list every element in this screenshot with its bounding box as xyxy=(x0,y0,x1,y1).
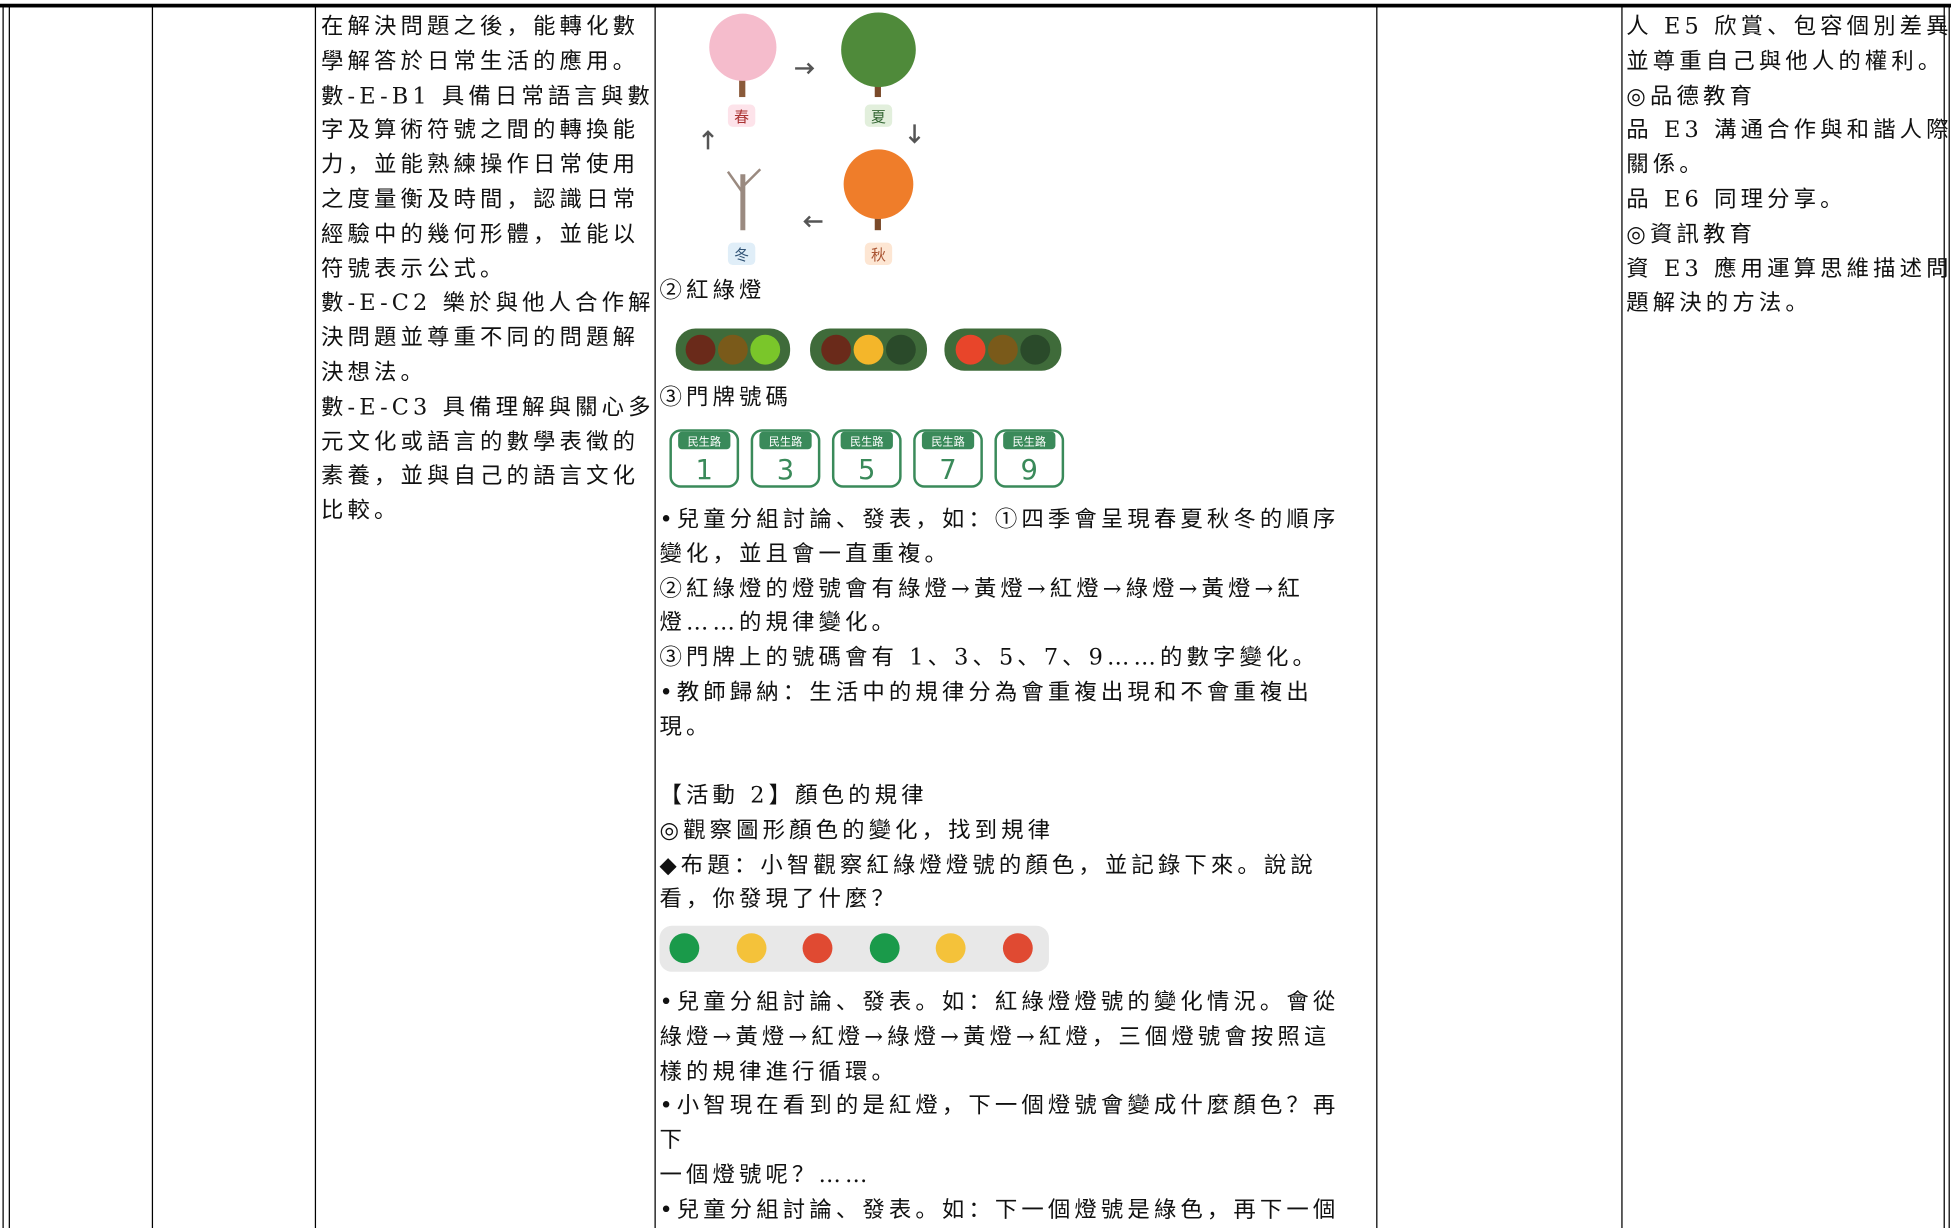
text-line: 符號表示公式。 xyxy=(321,255,507,282)
text-line: 之度量衡及時間，認識日常 xyxy=(321,186,640,213)
plate-number: 7 xyxy=(939,455,956,486)
plate-street: 民生路 xyxy=(1012,434,1046,448)
text-line: 學解答於日常生活的應用。 xyxy=(321,48,640,75)
top-border xyxy=(0,3,1951,8)
text-line: 樣的規律進行循環。 xyxy=(659,1058,899,1085)
border xyxy=(1948,4,1950,1228)
border xyxy=(1943,4,1945,1228)
plate-street: 民生路 xyxy=(850,434,884,448)
text-line: 數-E-C3 具備理解與關心多 xyxy=(321,394,655,421)
text-line: 數-E-C2 樂於與他人合作解 xyxy=(321,290,655,317)
text-line: 變化，並且會一直重複。 xyxy=(659,541,952,568)
text-line: •教師歸納：生活中的規律分為會重複出現和不會重複出 xyxy=(659,679,1313,706)
text-line: 經驗中的幾何形體，並能以 xyxy=(321,221,640,248)
competencies: 在解決問題之後，能轉化數 學解答於日常生活的應用。 數-E-B1 具備日常語言與數字… xyxy=(321,10,655,529)
plate-street: 民生路 xyxy=(769,434,803,448)
issues: 人 E5 欣賞、包容個別差異 並尊重自己與他人的權利。 ◎品德教育品 E3 溝通合作… xyxy=(1626,10,1951,321)
heading: ②紅綠燈 xyxy=(659,277,766,304)
text-line: 綠燈→黃燈→紅燈→綠燈→黃燈→紅燈，三個燈號會按照這 xyxy=(659,1023,1331,1050)
text-line: 一個燈號呢？…… xyxy=(659,1162,872,1189)
text-line: 品 E3 溝通合作與和諧人際 xyxy=(1626,117,1951,144)
plate-street: 民生路 xyxy=(687,434,721,448)
text-line: 素養，並與自己的語言文化 xyxy=(321,463,640,490)
plate-header xyxy=(759,431,812,450)
follow-up: •兒童分組討論、發表。如：紅綠燈燈號的變化情況。會從 綠燈→黃燈→紅燈→綠燈→黃燈… xyxy=(659,985,1339,1227)
traffic-lights xyxy=(675,328,1062,371)
text-line: ◎資訊教育 xyxy=(1626,221,1756,248)
text-line: •兒童分組討論、發表。如：下一個燈號是綠色，再下一個 xyxy=(659,1196,1340,1223)
text-line: 品 E6 同理分享。 xyxy=(1626,186,1847,213)
text-line: ◎觀察圖形顏色的變化，找到規律 xyxy=(659,817,1055,844)
text-line: 並尊重自己與他人的權利。 xyxy=(1626,48,1945,75)
plate-header xyxy=(921,431,975,450)
border xyxy=(2,4,4,1228)
plate-number: 9 xyxy=(1021,455,1038,486)
color-dots xyxy=(659,925,1049,972)
activity-2: 【活動 2】顏色的規律 ◎觀察圖形顏色的變化，找到規律 ◆布題：小智觀察紅綠燈燈號的… xyxy=(659,779,1316,917)
text-line: 字及算術符號之間的轉換能 xyxy=(321,117,640,144)
discussion: •兒童分組討論、發表，如：①四季會呈現春夏秋冬的順序 變化，並且會一直重複。 ②紅綠… xyxy=(659,503,1339,745)
text-line: •兒童分組討論、發表，如：①四季會呈現春夏秋冬的順序 xyxy=(659,506,1340,533)
text-line: ②紅綠燈的燈號會有綠燈→黃燈→紅燈→綠燈→黃燈→紅 xyxy=(659,575,1304,602)
seasons: 春 夏 秋 冬 xyxy=(702,12,921,266)
text-line: •小智現在看到的是紅燈，下一個燈號會變成什麼顏色？再 xyxy=(659,1092,1340,1120)
season-label: 冬 xyxy=(734,246,749,264)
text-line: •兒童分組討論、發表。如：紅綠燈燈號的變化情況。會從 xyxy=(659,989,1340,1016)
text-line: 決問題並尊重不同的問題解 xyxy=(321,324,640,352)
text-line: 【活動 2】顏色的規律 xyxy=(659,782,928,809)
plate-header xyxy=(678,431,731,450)
text-line: 決想法。 xyxy=(321,359,428,386)
column-line xyxy=(314,4,317,1228)
text-line: 燈……的規律變化。 xyxy=(659,610,899,637)
illustrations: 春 夏 秋 冬 民生路 1 民生路 3 民生路 5 民生路 7 民生路 9 xyxy=(659,12,1065,972)
text-line: 現。 xyxy=(659,713,713,741)
text-line: 看，你發現了什麼？ xyxy=(659,886,899,913)
door-plates: 民生路 1 民生路 3 民生路 5 民生路 7 民生路 9 xyxy=(669,429,1065,488)
plate-number: 5 xyxy=(858,455,875,486)
plate-header xyxy=(1003,431,1056,450)
column-line xyxy=(654,4,656,1228)
column-line xyxy=(151,4,154,1228)
text-line: 力，並能熟練操作日常使用 xyxy=(321,152,640,179)
season-label: 秋 xyxy=(871,246,886,264)
text-line: 人 E5 欣賞、包容個別差異 xyxy=(1626,13,1951,40)
text-line: 題解決的方法。 xyxy=(1626,290,1812,317)
plate-number: 3 xyxy=(777,455,794,486)
text-line: ③門牌上的號碼會有 1、3、5、7、9……的數字變化。 xyxy=(659,644,1320,671)
plate-street: 民生路 xyxy=(931,434,965,448)
border xyxy=(8,4,10,1228)
heading: ③門牌號碼 xyxy=(659,384,792,411)
text-line: 元文化或語言的數學表徵的 xyxy=(321,428,640,455)
text-line: 資 E3 應用運算思維描述問 xyxy=(1626,255,1951,282)
text-line: 下 xyxy=(659,1127,686,1154)
text-line: 比較。 xyxy=(321,497,401,525)
text-line: 關係。 xyxy=(1626,152,1706,179)
column-line xyxy=(1621,4,1623,1228)
column-line xyxy=(1376,4,1378,1228)
plate-number: 1 xyxy=(696,455,713,486)
text-line: 數-E-B1 具備日常語言與數 xyxy=(321,82,654,109)
text-line: 在解決問題之後，能轉化數 xyxy=(321,13,640,40)
text-line: ◎品德教育 xyxy=(1626,82,1756,109)
season-label: 春 xyxy=(734,108,749,126)
text-line: ◆布題：小智觀察紅綠燈燈號的顏色，並記錄下來。說說 xyxy=(659,851,1317,878)
season-label: 夏 xyxy=(871,108,886,126)
plate-header xyxy=(840,431,893,450)
